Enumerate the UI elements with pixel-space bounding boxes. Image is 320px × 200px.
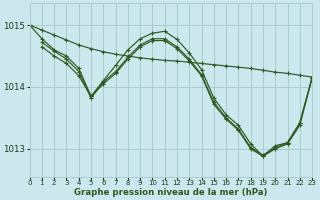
X-axis label: Graphe pression niveau de la mer (hPa): Graphe pression niveau de la mer (hPa) [74,188,268,197]
